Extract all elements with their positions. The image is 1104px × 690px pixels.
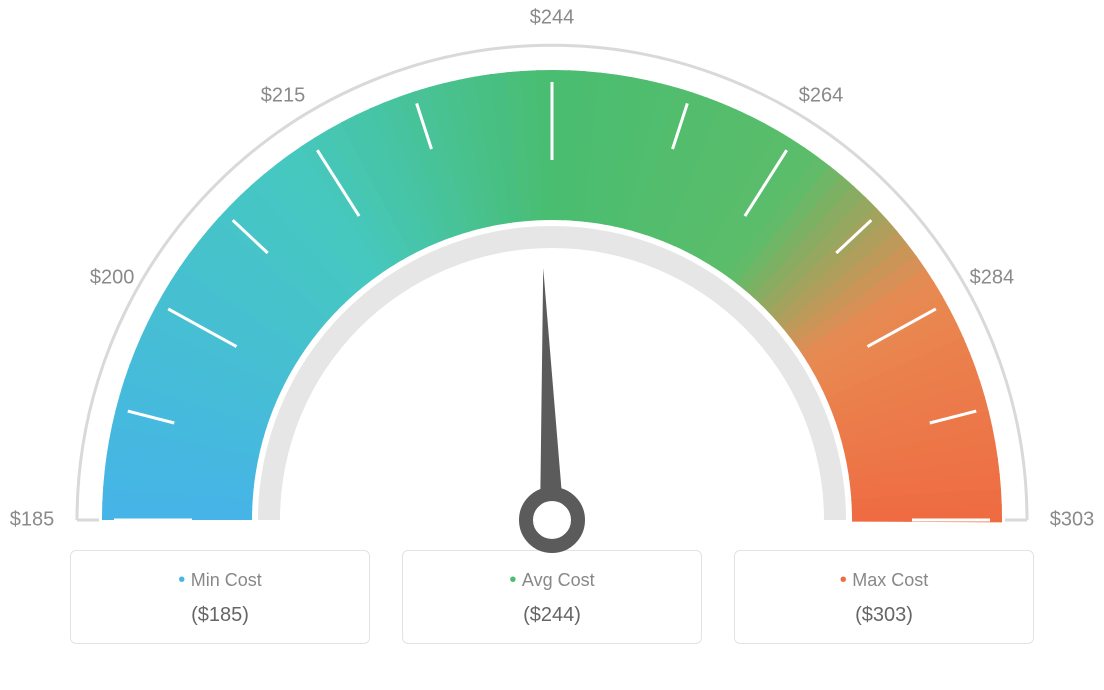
gauge-tick-label: $264 (799, 85, 844, 108)
gauge-tick-label: $215 (261, 85, 306, 108)
legend-max-label: Max Cost (735, 569, 1033, 592)
legend-min-label: Min Cost (71, 569, 369, 592)
gauge-tick-label: $244 (530, 7, 575, 30)
legend-max-value: ($303) (735, 604, 1033, 627)
gauge-tick-label: $284 (970, 267, 1015, 290)
legend-avg-label: Avg Cost (403, 569, 701, 592)
legend-card-max: Max Cost ($303) (734, 550, 1034, 644)
gauge-tick-label: $200 (90, 267, 135, 290)
gauge-chart: $185 $200 $215 $244 $264 $284 $303 (0, 0, 1104, 560)
legend-avg-value: ($244) (403, 604, 701, 627)
legend-card-min: Min Cost ($185) (70, 550, 370, 644)
legend-min-value: ($185) (71, 604, 369, 627)
gauge-tick-label: $185 (10, 509, 55, 532)
legend-card-avg: Avg Cost ($244) (402, 550, 702, 644)
gauge-tick-label: $303 (1050, 509, 1095, 532)
legend-row: Min Cost ($185) Avg Cost ($244) Max Cost… (0, 550, 1104, 644)
gauge-svg (0, 0, 1104, 560)
